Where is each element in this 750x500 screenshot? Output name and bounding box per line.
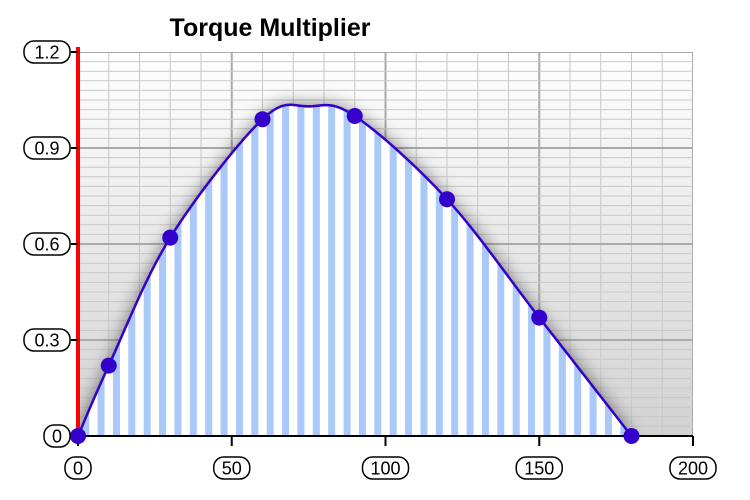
data-point xyxy=(100,357,117,374)
area-stripe xyxy=(220,104,228,436)
area-stripe xyxy=(497,104,505,436)
x-tick-label: 150 xyxy=(515,456,563,480)
svg-text:0: 0 xyxy=(73,459,83,479)
area-stripe xyxy=(435,104,443,436)
svg-text:0.3: 0.3 xyxy=(34,331,59,351)
area-stripe xyxy=(251,104,259,436)
chart-title: Torque Multiplier xyxy=(170,14,371,42)
area-stripe xyxy=(343,104,351,436)
svg-text:150: 150 xyxy=(524,459,554,479)
area-stripe xyxy=(466,104,474,436)
svg-text:1.2: 1.2 xyxy=(34,43,59,63)
area-fill-base xyxy=(78,104,632,436)
svg-text:0.6: 0.6 xyxy=(34,235,59,255)
area-stripe xyxy=(481,104,489,436)
y-tick-label: 0.6 xyxy=(23,232,71,256)
data-point xyxy=(346,108,363,124)
area-stripe xyxy=(358,104,366,436)
area-stripe xyxy=(405,104,413,436)
y-tick-label: 1.2 xyxy=(23,40,71,64)
tick-labels: 0 50 100 150 200 0 0.3 0.6 0.9 1.2 xyxy=(23,40,717,480)
area-stripe xyxy=(420,104,428,436)
area-stripe xyxy=(282,104,290,436)
series-line xyxy=(76,103,633,437)
y-tick-label: 0 xyxy=(43,424,71,448)
area-stripe xyxy=(174,104,182,436)
svg-text:0: 0 xyxy=(52,427,62,447)
area-stripe xyxy=(189,104,197,436)
svg-text:100: 100 xyxy=(370,459,400,479)
area-stripe xyxy=(312,104,320,436)
area-stripe xyxy=(389,104,397,436)
series-line-layer xyxy=(76,103,633,437)
x-tick-label: 50 xyxy=(213,456,251,480)
svg-text:50: 50 xyxy=(222,459,242,479)
area-stripe xyxy=(266,104,274,436)
data-point xyxy=(162,229,179,246)
x-tick-label: 200 xyxy=(669,456,717,480)
area-stripe xyxy=(451,104,459,436)
data-point xyxy=(531,309,548,326)
area-stripe xyxy=(297,104,305,436)
data-markers xyxy=(70,108,640,444)
svg-text:0.9: 0.9 xyxy=(34,139,59,159)
y-tick-label: 0.9 xyxy=(23,136,71,160)
area-stripe xyxy=(235,104,243,436)
area-stripe xyxy=(159,104,167,436)
area-stripe xyxy=(205,104,213,436)
y-tick-label: 0.3 xyxy=(23,328,71,352)
data-point xyxy=(623,428,640,444)
data-point xyxy=(70,428,86,444)
x-tick-label: 0 xyxy=(64,456,92,480)
x-tick-label: 100 xyxy=(361,456,410,480)
area-stripe xyxy=(374,104,382,436)
data-point xyxy=(254,111,271,128)
data-point xyxy=(439,191,455,208)
svg-text:200: 200 xyxy=(678,459,708,479)
area-stripe xyxy=(328,104,336,436)
